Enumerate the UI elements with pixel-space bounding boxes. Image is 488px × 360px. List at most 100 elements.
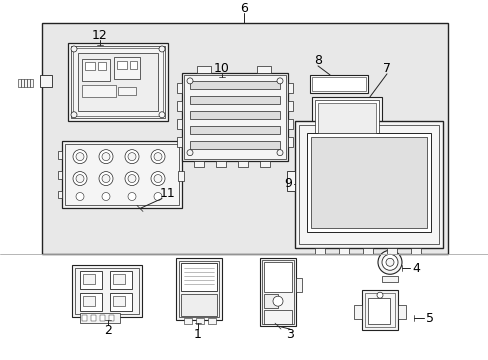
Bar xyxy=(177,83,182,93)
Circle shape xyxy=(186,150,193,156)
Bar xyxy=(311,97,381,139)
Bar xyxy=(298,125,438,244)
Circle shape xyxy=(125,172,139,185)
Bar xyxy=(181,294,217,316)
Bar xyxy=(178,171,183,181)
Bar xyxy=(83,296,95,306)
Bar xyxy=(100,315,105,321)
Bar xyxy=(353,305,361,319)
Bar xyxy=(181,263,217,291)
Bar xyxy=(82,315,87,321)
Bar xyxy=(397,305,405,319)
Bar xyxy=(367,298,389,324)
Bar xyxy=(30,79,33,87)
Bar xyxy=(177,137,182,147)
Bar xyxy=(75,268,139,314)
Bar xyxy=(294,121,442,248)
Circle shape xyxy=(102,193,110,201)
Bar xyxy=(287,119,292,129)
Bar xyxy=(117,61,127,69)
Bar xyxy=(317,103,375,133)
Bar xyxy=(311,77,365,91)
Bar xyxy=(260,258,295,326)
Bar xyxy=(98,62,106,70)
Bar xyxy=(309,75,367,93)
Text: 6: 6 xyxy=(240,1,247,15)
Bar xyxy=(262,260,293,324)
Bar xyxy=(27,79,30,87)
Circle shape xyxy=(73,172,87,185)
Bar xyxy=(257,66,270,73)
Bar xyxy=(287,137,292,147)
Circle shape xyxy=(272,296,283,306)
Bar xyxy=(216,161,225,167)
Bar xyxy=(190,81,280,89)
Circle shape xyxy=(76,193,84,201)
Bar xyxy=(362,248,372,254)
Text: 2: 2 xyxy=(104,324,112,337)
Bar xyxy=(341,139,351,145)
Bar xyxy=(80,293,102,311)
Bar xyxy=(91,315,96,321)
Circle shape xyxy=(276,150,283,156)
Bar xyxy=(264,310,291,324)
Text: 3: 3 xyxy=(285,328,293,341)
Circle shape xyxy=(71,112,77,118)
Bar xyxy=(65,144,179,206)
Bar xyxy=(130,61,137,69)
Bar xyxy=(207,318,216,324)
Bar xyxy=(410,248,420,254)
Text: 10: 10 xyxy=(214,62,229,75)
Circle shape xyxy=(73,150,87,163)
Bar xyxy=(190,126,280,134)
Bar xyxy=(24,79,27,87)
Bar xyxy=(183,75,285,159)
Text: 8: 8 xyxy=(313,54,321,67)
Bar xyxy=(196,318,203,324)
Circle shape xyxy=(154,153,162,161)
Bar xyxy=(110,293,132,311)
Bar xyxy=(286,171,294,190)
Bar xyxy=(177,101,182,111)
Text: 7: 7 xyxy=(382,62,390,75)
Bar xyxy=(80,313,120,323)
Bar xyxy=(194,161,203,167)
Bar xyxy=(71,46,164,118)
Circle shape xyxy=(381,254,397,270)
Bar xyxy=(361,290,397,330)
Bar xyxy=(114,57,140,79)
Bar xyxy=(264,262,291,292)
Circle shape xyxy=(159,112,164,118)
Text: 11: 11 xyxy=(160,187,176,200)
Circle shape xyxy=(186,78,193,84)
Bar xyxy=(176,258,222,320)
Bar xyxy=(190,141,280,149)
Circle shape xyxy=(154,193,162,201)
Bar xyxy=(314,248,325,254)
Bar xyxy=(314,100,378,136)
Bar xyxy=(238,161,247,167)
Bar xyxy=(58,190,62,198)
Bar xyxy=(190,96,280,104)
Bar xyxy=(295,278,302,292)
Bar xyxy=(264,294,278,308)
Bar xyxy=(78,53,158,111)
Bar xyxy=(287,101,292,111)
Circle shape xyxy=(99,150,113,163)
Bar xyxy=(287,83,292,93)
Bar xyxy=(42,23,447,254)
Bar xyxy=(80,271,102,289)
Bar xyxy=(58,171,62,179)
Bar xyxy=(260,161,269,167)
Bar xyxy=(113,274,125,284)
Bar xyxy=(179,261,219,317)
Bar xyxy=(18,79,21,87)
Bar xyxy=(197,66,210,73)
Circle shape xyxy=(128,193,136,201)
Text: 4: 4 xyxy=(411,262,419,275)
Text: 12: 12 xyxy=(92,28,108,41)
Circle shape xyxy=(151,150,164,163)
Text: 9: 9 xyxy=(284,177,291,190)
Bar xyxy=(72,265,142,317)
Circle shape xyxy=(385,258,393,266)
